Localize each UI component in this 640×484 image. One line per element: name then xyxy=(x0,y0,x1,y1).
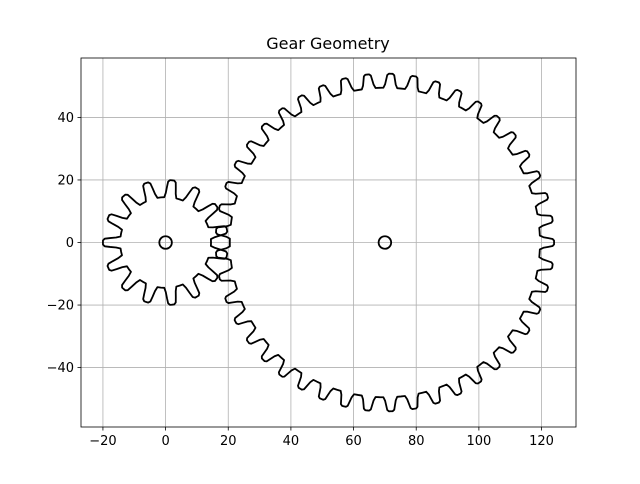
x-tick-label: 100 xyxy=(466,434,491,449)
x-tick-label: −20 xyxy=(89,434,116,449)
gear-outlines xyxy=(102,72,555,413)
gear-outline xyxy=(102,179,229,306)
y-tick-label: −20 xyxy=(47,299,74,314)
gear-hub-circle xyxy=(158,235,173,250)
x-tick-label: 60 xyxy=(345,434,362,449)
gear-hub-circle xyxy=(377,235,393,250)
x-tick-label: 40 xyxy=(283,434,300,449)
chart-title: Gear Geometry xyxy=(266,34,390,53)
x-tick-label: 80 xyxy=(408,434,425,449)
y-tick-label: 20 xyxy=(57,173,74,188)
y-tick-label: 40 xyxy=(57,111,74,126)
axis-ticks: −20 0 20 40 60 80 100 120 −40 −20 0 20 40 xyxy=(47,111,554,449)
y-tick-label: 0 xyxy=(66,236,74,251)
gear-outline xyxy=(215,72,555,413)
y-tick-label: −40 xyxy=(47,361,74,376)
x-tick-label: 0 xyxy=(161,434,169,449)
x-tick-label: 20 xyxy=(220,434,237,449)
x-tick-label: 120 xyxy=(529,434,554,449)
